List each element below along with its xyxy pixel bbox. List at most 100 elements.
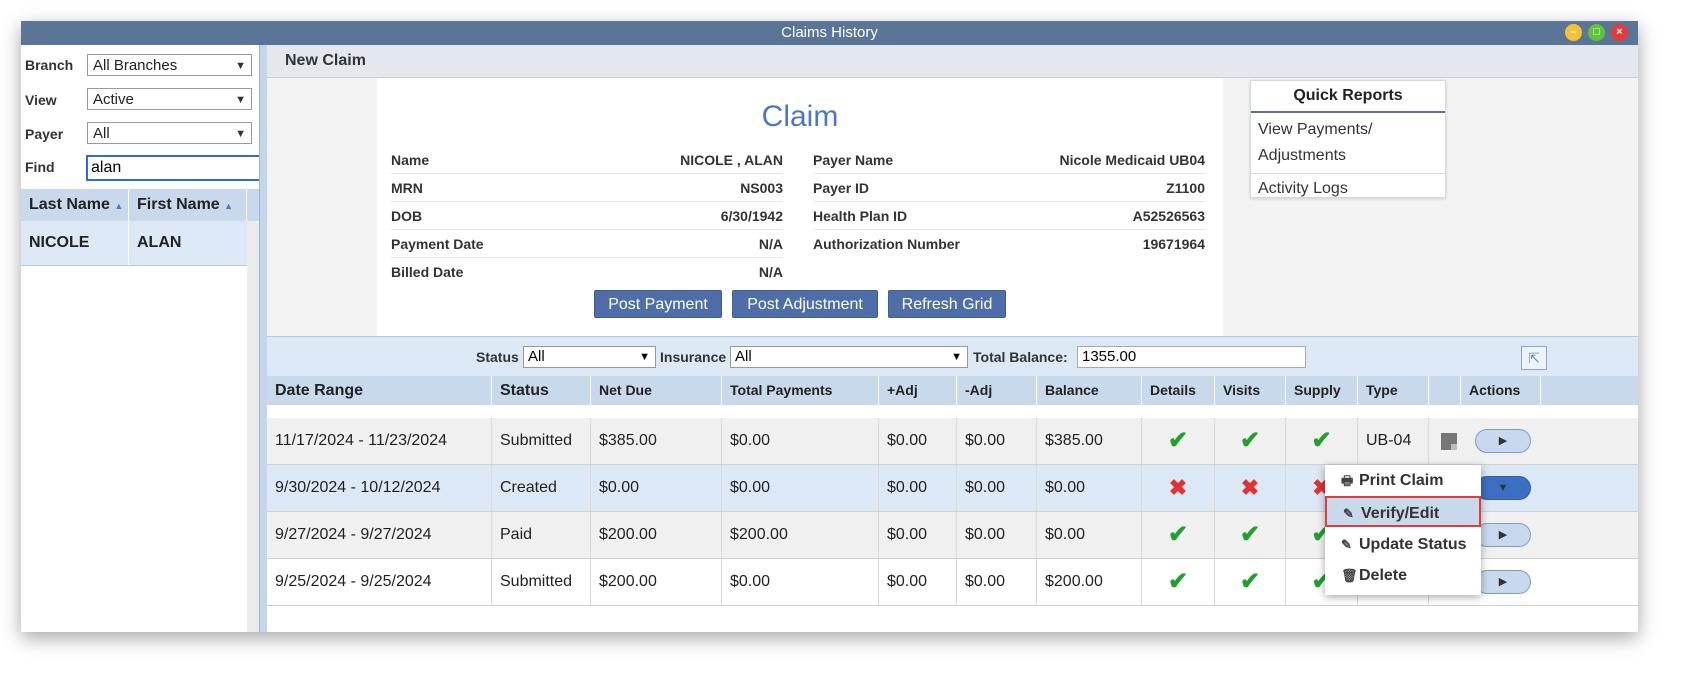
divider <box>1251 173 1445 174</box>
authorization-number-value: 19671964 <box>1142 236 1205 252</box>
close-icon[interactable]: × <box>1611 24 1628 41</box>
view-filter: View <box>25 88 85 112</box>
cell-minus-adj: $0.00 <box>957 465 1037 511</box>
column-header-minus-adj[interactable]: -Adj <box>957 376 1037 405</box>
check-icon[interactable]: ✔ <box>1142 559 1215 605</box>
first-name-header-label: First Name <box>137 196 220 213</box>
find-filter: Find <box>25 155 85 179</box>
payer-name-label: Payer Name <box>813 152 894 168</box>
branch-value: All Branches <box>93 57 178 74</box>
view-label: View <box>25 92 57 108</box>
column-header-details[interactable]: Details <box>1142 376 1215 405</box>
menu-item-print-claim[interactable]: 🖶 Print Claim <box>1325 465 1481 496</box>
cross-icon[interactable]: ✖ <box>1142 465 1215 511</box>
minimize-icon[interactable]: – <box>1565 24 1582 41</box>
menu-item-update-status[interactable]: ✎ Update Status <box>1325 529 1481 560</box>
status-filter-label: Status <box>476 349 519 365</box>
cell-balance: $385.00 <box>1037 418 1142 464</box>
chevron-down-icon: ▼ <box>639 351 650 363</box>
health-plan-id-label: Health Plan ID <box>813 208 908 224</box>
branch-select[interactable]: All Branches ▼ <box>87 54 252 76</box>
column-header-total-payments[interactable]: Total Payments <box>722 376 879 405</box>
payer-id-label: Payer ID <box>813 180 870 196</box>
cell-plus-adj: $0.00 <box>879 418 957 464</box>
view-payments-adjustments-link[interactable]: View Payments/Adjustments <box>1251 113 1445 173</box>
mrn-value: NS003 <box>740 180 783 196</box>
update-status-label: Update Status <box>1359 536 1467 553</box>
check-icon[interactable]: ✔ <box>1142 418 1215 464</box>
patient-grid-scrollbar[interactable] <box>247 221 259 632</box>
cell-status: Submitted <box>492 559 591 605</box>
column-header-visits[interactable]: Visits <box>1215 376 1286 405</box>
check-icon[interactable]: ✔ <box>1215 418 1286 464</box>
chevron-down-icon: ▼ <box>235 60 246 72</box>
adjustments-label: Adjustments <box>1258 147 1347 164</box>
column-header-net-due[interactable]: Net Due <box>591 376 722 405</box>
dob-label: DOB <box>391 208 423 224</box>
last-name-column-header[interactable]: Last Name ▲ <box>21 189 129 221</box>
status-filter-select[interactable]: All ▼ <box>523 346 656 368</box>
column-header-supply[interactable]: Supply <box>1286 376 1358 405</box>
cell-status: Paid <box>492 512 591 558</box>
post-adjustment-button[interactable]: Post Adjustment <box>732 290 878 318</box>
panel-splitter[interactable] <box>259 45 268 632</box>
patient-row[interactable]: NICOLE ALAN <box>21 221 247 266</box>
column-header-date-range[interactable]: Date Range <box>267 376 492 405</box>
actions-button[interactable]: ▶ <box>1475 429 1531 453</box>
claim-title: Claim <box>761 100 839 133</box>
last-name-header-label: Last Name <box>29 196 110 213</box>
menu-item-verify-edit[interactable]: ✎ Verify/Edit <box>1325 496 1481 527</box>
post-payment-button[interactable]: Post Payment <box>594 290 722 318</box>
column-header-type[interactable]: Type <box>1358 376 1429 405</box>
billed-date-value: N/A <box>758 264 783 280</box>
trash-icon: 🗑 <box>1341 568 1358 583</box>
column-header-status[interactable]: Status <box>492 376 591 405</box>
insurance-filter-select[interactable]: All ▼ <box>730 346 968 368</box>
export-icon[interactable]: ⇱ <box>1521 346 1547 370</box>
check-icon[interactable]: ✔ <box>1286 418 1358 464</box>
cell-plus-adj: $0.00 <box>879 465 957 511</box>
claims-table-header: Date Range Status Net Due Total Payments… <box>267 376 1638 405</box>
claim-toolbar: New Claim <box>267 45 1638 78</box>
divider <box>391 229 783 230</box>
column-header-plus-adj[interactable]: +Adj <box>879 376 957 405</box>
actions-button[interactable]: ▼ <box>1475 476 1531 500</box>
check-icon[interactable]: ✔ <box>1215 512 1286 558</box>
cell-balance: $0.00 <box>1037 465 1142 511</box>
activity-logs-link[interactable]: Activity Logs <box>1258 180 1348 197</box>
first-name-column-header[interactable]: First Name ▲ <box>129 189 247 221</box>
note-icon[interactable] <box>1441 433 1457 450</box>
cell-status: Submitted <box>492 418 591 464</box>
printer-icon: 🖶 <box>1341 473 1354 488</box>
menu-item-delete[interactable]: 🗑Delete <box>1325 560 1481 591</box>
cell-net-due: $385.00 <box>591 418 722 464</box>
table-row[interactable]: 11/17/2024 - 11/23/2024 Submitted $385.0… <box>267 418 1638 465</box>
status-filter-value: All <box>528 348 545 365</box>
patient-grid-header: Last Name ▲ First Name ▲ <box>21 189 259 221</box>
cell-total-payments: $200.00 <box>722 512 879 558</box>
new-claim-button[interactable]: New Claim <box>285 52 366 69</box>
column-header-balance[interactable]: Balance <box>1037 376 1142 405</box>
find-label: Find <box>25 159 55 175</box>
divider <box>813 229 1205 230</box>
authorization-number-label: Authorization Number <box>813 236 960 252</box>
payment-date-label: Payment Date <box>391 236 484 252</box>
check-icon[interactable]: ✔ <box>1142 512 1215 558</box>
insurance-filter-value: All <box>735 348 752 365</box>
maximize-icon[interactable]: □ <box>1588 24 1605 41</box>
insurance-filter-label: Insurance <box>660 349 727 365</box>
cell-total-payments: $0.00 <box>722 465 879 511</box>
refresh-grid-button[interactable]: Refresh Grid <box>888 290 1006 318</box>
cell-total-payments: $0.00 <box>722 418 879 464</box>
sort-asc-icon: ▲ <box>114 201 124 211</box>
view-select[interactable]: Active ▼ <box>87 88 252 110</box>
check-icon[interactable]: ✔ <box>1215 559 1286 605</box>
actions-button[interactable]: ▶ <box>1475 570 1531 594</box>
payer-select[interactable]: All ▼ <box>87 122 252 144</box>
payer-name-value: Nicole Medicaid UB04 <box>1059 152 1206 168</box>
cross-icon[interactable]: ✖ <box>1215 465 1286 511</box>
pencil-icon: ✎ <box>1343 506 1354 521</box>
find-input[interactable]: alan <box>86 155 261 181</box>
actions-button[interactable]: ▶ <box>1475 523 1531 547</box>
divider <box>391 257 783 258</box>
